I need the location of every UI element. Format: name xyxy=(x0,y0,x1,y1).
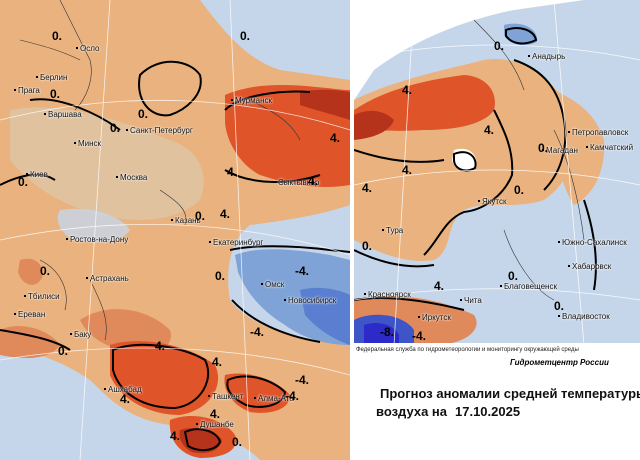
city-label: Владивосток xyxy=(558,312,610,321)
panel-divider xyxy=(350,0,354,460)
isoline-label: 0. xyxy=(494,39,505,53)
isoline-label: -4. xyxy=(250,325,265,339)
isoline-label: -4. xyxy=(412,329,427,343)
forecast-title-line2: воздуха на xyxy=(376,404,448,419)
city-label: Хабаровск xyxy=(567,262,612,271)
isoline-label: 4. xyxy=(308,174,319,188)
city-label: Благовещенск xyxy=(500,282,557,291)
city-label: Минск xyxy=(73,139,102,148)
city-label: Душанбе xyxy=(196,420,234,429)
forecast-date: 17.10.2025 xyxy=(455,404,521,419)
city-label: Берлин xyxy=(35,73,68,82)
city-label: Алма-Ата xyxy=(254,394,294,403)
isoline-label: 0. xyxy=(195,209,206,223)
info-panel xyxy=(354,343,640,460)
city-label: Москва xyxy=(115,173,148,182)
city-label: Казань xyxy=(171,216,201,225)
agency-name: Федеральная служба по гидрометеорологии … xyxy=(356,347,579,353)
city-label: Магадан xyxy=(542,146,578,155)
isoline-label: 4. xyxy=(220,207,231,221)
center-name: Гидрометцентр России xyxy=(510,358,609,367)
isoline-label: -4. xyxy=(285,389,300,403)
city-label: Чита xyxy=(460,296,482,305)
city-label: Камчатский xyxy=(585,143,634,152)
city-label: Осло xyxy=(75,44,100,53)
isoline-label: 0. xyxy=(110,121,121,135)
city-label: Ереван xyxy=(13,310,46,319)
isoline-label: -8. xyxy=(380,325,395,339)
isoline-label: 0. xyxy=(18,175,29,189)
forecast-title: Прогноз аномалии средней температуры xyxy=(380,386,640,401)
city-label: Прага xyxy=(14,86,40,95)
isoline-label: 4. xyxy=(120,392,131,406)
city-label: Якутск xyxy=(477,197,507,206)
city-label: Петропавловск xyxy=(567,128,629,137)
city-label: Мурманск xyxy=(231,96,272,105)
isoline-label: 4. xyxy=(330,131,341,145)
isoline-label: 0. xyxy=(240,29,251,43)
isoline-label: 4. xyxy=(170,429,181,443)
isoline-label: 4. xyxy=(212,355,223,369)
city-label: Сыктывкар xyxy=(273,178,320,187)
city-label: Астрахань xyxy=(86,274,129,283)
isoline-label: 0. xyxy=(215,269,226,283)
city-label: Санкт-Петербург xyxy=(126,126,193,135)
isoline-label: 0. xyxy=(554,299,565,313)
city-label: Анадырь xyxy=(527,52,566,61)
isoline-label: 4. xyxy=(484,123,495,137)
city-label: Ташкент xyxy=(208,392,244,401)
isoline-label: 0. xyxy=(514,183,525,197)
city-label: Омск xyxy=(260,280,285,289)
city-label: Тбилиси xyxy=(24,292,60,301)
isoline-label: -4. xyxy=(295,264,310,278)
city-label: Южно-Сахалинск xyxy=(558,238,627,247)
isoline-label: 4. xyxy=(227,165,238,179)
isoline-label: 0. xyxy=(138,107,149,121)
west-anomaly-map: Осло Берлин Прага Варшава Санкт-Петербур… xyxy=(0,0,350,460)
isoline-label: 0. xyxy=(40,264,51,278)
isoline-label: 0. xyxy=(232,435,243,449)
isoline-label: -4. xyxy=(295,373,310,387)
isoline-label: 0. xyxy=(52,29,63,43)
isoline-label: 4. xyxy=(402,83,413,97)
west-map-shading xyxy=(0,0,350,460)
city-label: Тура xyxy=(381,226,404,235)
isoline-label: 4. xyxy=(362,181,373,195)
city-label: Киев xyxy=(26,170,48,179)
isoline-label: 0. xyxy=(58,344,69,358)
isoline-label: 0. xyxy=(50,87,61,101)
city-label: Екатеринбург xyxy=(208,238,264,247)
city-label: Баку xyxy=(69,330,92,339)
city-label: Ростов-на-Дону xyxy=(65,235,129,244)
isoline-label: 0. xyxy=(362,239,373,253)
isoline-label: 4. xyxy=(434,279,445,293)
isoline-label: 4. xyxy=(402,163,413,177)
city-label: Новосибирск xyxy=(283,296,337,305)
isoline-label: 4. xyxy=(155,339,166,353)
city-label: Красноярск xyxy=(364,290,411,299)
city-label: Иркутск xyxy=(418,313,451,322)
isoline-label: 0. xyxy=(538,141,549,155)
isoline-label: 0. xyxy=(508,269,519,283)
city-label: Ашхабад xyxy=(104,385,142,394)
isoline-label: 4. xyxy=(210,407,221,421)
city-label: Варшава xyxy=(44,110,82,119)
